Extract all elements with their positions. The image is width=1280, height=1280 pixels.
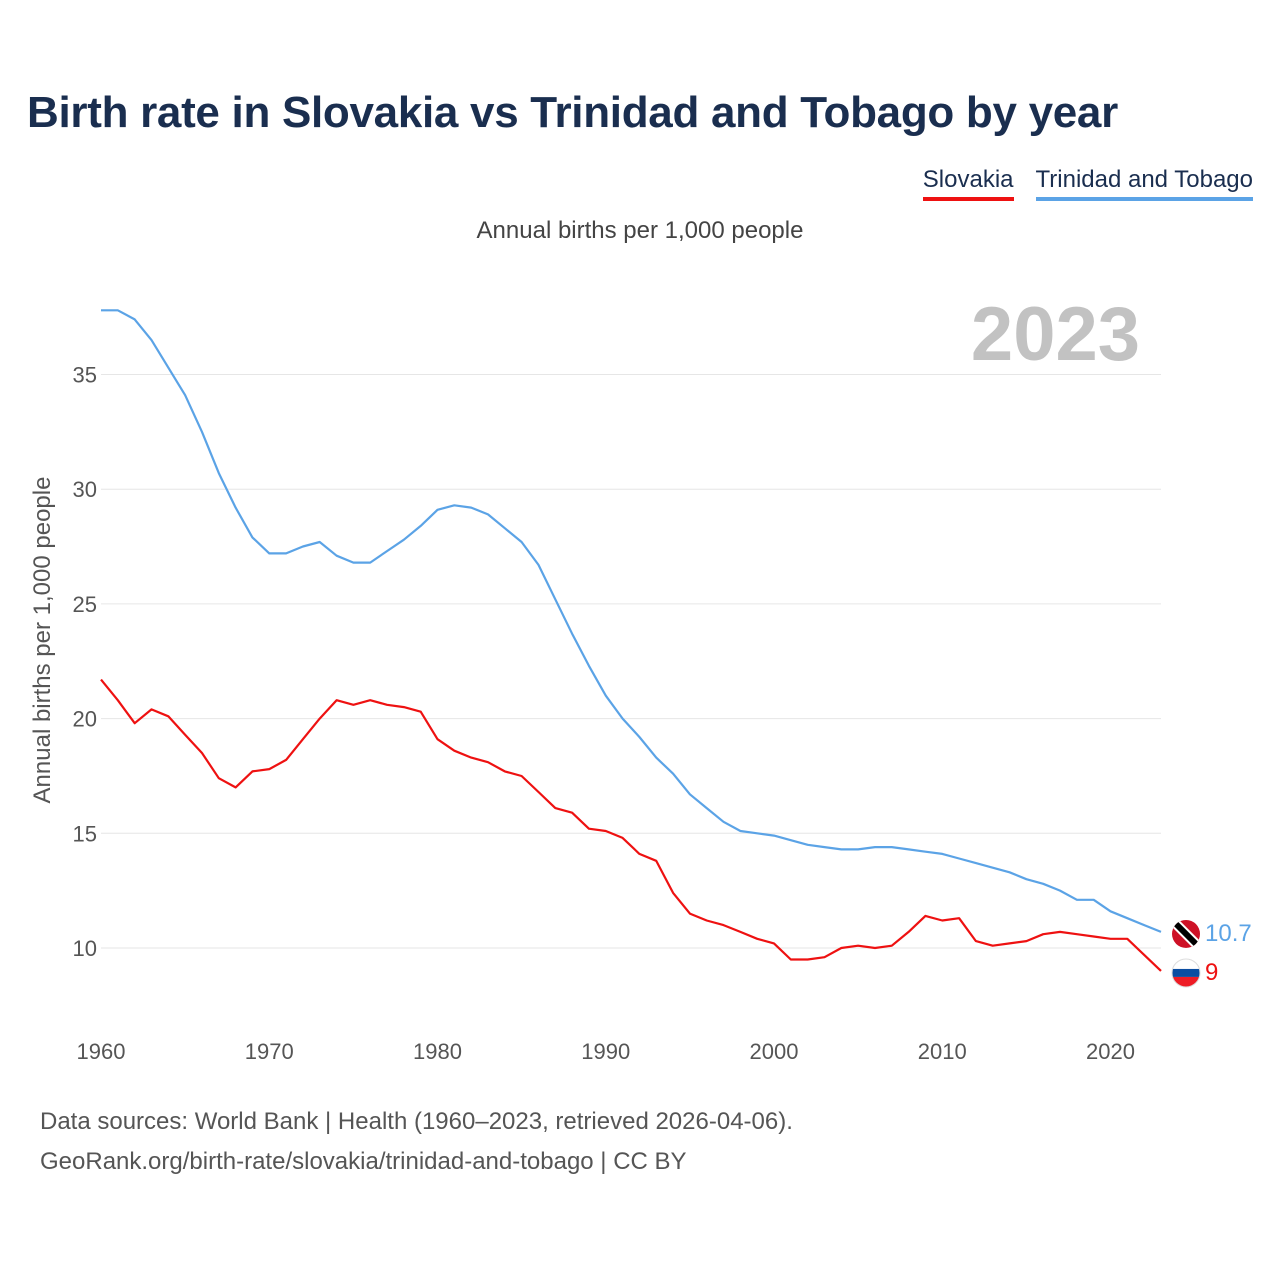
series-line-trinidad-and-tobago — [101, 309, 1162, 933]
x-tick-label: 2010 — [918, 1039, 967, 1064]
end-label-slovakia: 9 — [1205, 959, 1218, 986]
year-overlay: 2023 — [971, 292, 1140, 377]
x-tick-label: 1970 — [245, 1039, 294, 1064]
y-axis-label: Annual births per 1,000 people — [29, 477, 56, 804]
series-lines — [100, 309, 1162, 972]
flag-slovakia-icon — [1171, 958, 1201, 988]
x-tick-label: 2020 — [1086, 1039, 1135, 1064]
legend-item-slovakia[interactable]: Slovakia — [922, 166, 1014, 201]
footer-url[interactable]: GeoRank.org/birth-rate/slovakia/trinidad… — [40, 1148, 687, 1175]
y-tick-label: 30 — [73, 477, 97, 502]
legend: Slovakia Trinidad and Tobago — [922, 166, 1253, 201]
y-tick-label: 15 — [73, 821, 97, 846]
x-tick-label: 2000 — [750, 1039, 799, 1064]
footer-source: Data sources: World Bank | Health (1960–… — [40, 1108, 793, 1135]
y-tick-label: 35 — [73, 363, 97, 388]
chart-subtitle: Annual births per 1,000 people — [476, 217, 804, 244]
end-label-trinidad-and-tobago: 10.7 — [1205, 920, 1252, 947]
gridlines — [101, 374, 1161, 949]
legend-item-trinidad-and-tobago[interactable]: Trinidad and Tobago — [1035, 166, 1253, 201]
end-markers: 910.7 — [1171, 919, 1252, 988]
x-tick-label: 1990 — [581, 1039, 630, 1064]
y-tick-label: 25 — [73, 592, 97, 617]
x-tick-label: 1980 — [413, 1039, 462, 1064]
y-tick-label: 10 — [73, 936, 97, 961]
x-tick-label: 1960 — [77, 1039, 126, 1064]
y-tick-label: 20 — [73, 707, 97, 732]
series-line-slovakia — [100, 678, 1162, 972]
x-axis-ticks: 1960 1970 1980 1990 2000 2010 2020 — [77, 1039, 1135, 1064]
chart-title: Birth rate in Slovakia vs Trinidad and T… — [27, 88, 1118, 137]
line-chart: 10 15 20 25 30 35 1960 1970 1980 1990 2000 2010 202… — [29, 292, 1252, 1064]
y-axis-ticks: 10 15 20 25 30 35 — [73, 363, 97, 962]
flag-trinidad-and-tobago-icon — [1172, 919, 1200, 948]
